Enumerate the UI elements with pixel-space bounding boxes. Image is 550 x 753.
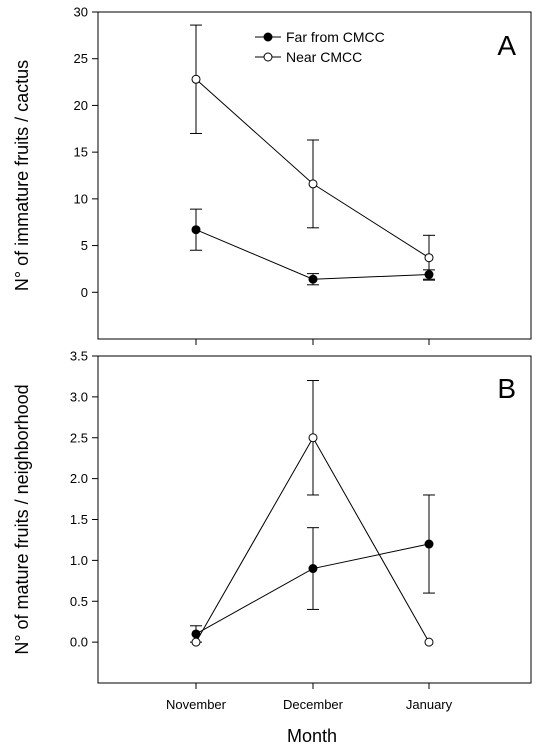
data-point-near-a [191,74,201,84]
data-point-near-a [424,253,434,263]
data-point-near-b [424,637,434,647]
legend-marker [263,52,273,62]
panel-letter-b: B [497,373,516,404]
data-point-near-a [308,179,318,189]
x-tick-label: November [166,697,227,712]
y-tick-label-a: 15 [74,145,88,160]
series-line-far-a [195,229,430,280]
y-tick-label-a: 20 [74,98,88,113]
data-point-far-a [308,274,318,284]
data-point-near-b [191,637,201,647]
legend-marker [263,32,273,42]
y-axis-title-a: N° of immature fruits / cactus [12,60,32,291]
y-tick-label-a: 25 [74,51,88,66]
x-axis-title: Month [287,726,337,746]
panel-b: 0.0 0.5 1.0 1.5 2.0 2.5 3.0 3.5 November December… [12,349,532,712]
y-tick-label-b: 3.5 [70,349,88,364]
data-point-far-b [308,564,318,574]
data-point-far-b [424,539,434,549]
data-point-far-a [191,225,201,235]
y-tick-label-b: 0.5 [70,594,88,609]
data-point-far-a [424,270,434,280]
legend-label: Far from CMCC [286,29,385,45]
y-tick-label-b: 2.5 [70,430,88,445]
y-tick-label-b: 0.0 [70,635,88,650]
y-tick-label-b: 1.0 [70,553,88,568]
plot-frame-b [97,355,532,684]
x-tick-label: December [283,697,344,712]
y-tick-label-a: 0 [81,285,88,300]
y-tick-label-b: 1.5 [70,512,88,527]
y-tick-label-a: 30 [74,5,88,20]
legend-label: Near CMCC [286,49,362,65]
y-tick-label-b: 2.0 [70,471,88,486]
y-tick-label-a: 10 [74,191,88,206]
plot-frame-a [97,11,532,340]
panel-letter-a: A [497,30,516,61]
data-point-near-b [308,433,318,443]
data-point-far-b [191,629,201,639]
x-tick-label: January [406,697,453,712]
panel-a: 0 5 10 15 20 25 30 N° of immature fruits / cact… [12,5,532,345]
y-tick-label-a: 5 [81,238,88,253]
y-axis-title-b: N° of mature fruits / neighborhood [12,384,32,654]
y-tick-label-b: 3.0 [70,389,88,404]
